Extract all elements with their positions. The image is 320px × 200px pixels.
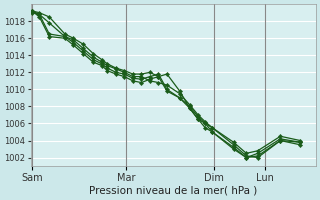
X-axis label: Pression niveau de la mer( hPa ): Pression niveau de la mer( hPa ) — [89, 186, 258, 196]
